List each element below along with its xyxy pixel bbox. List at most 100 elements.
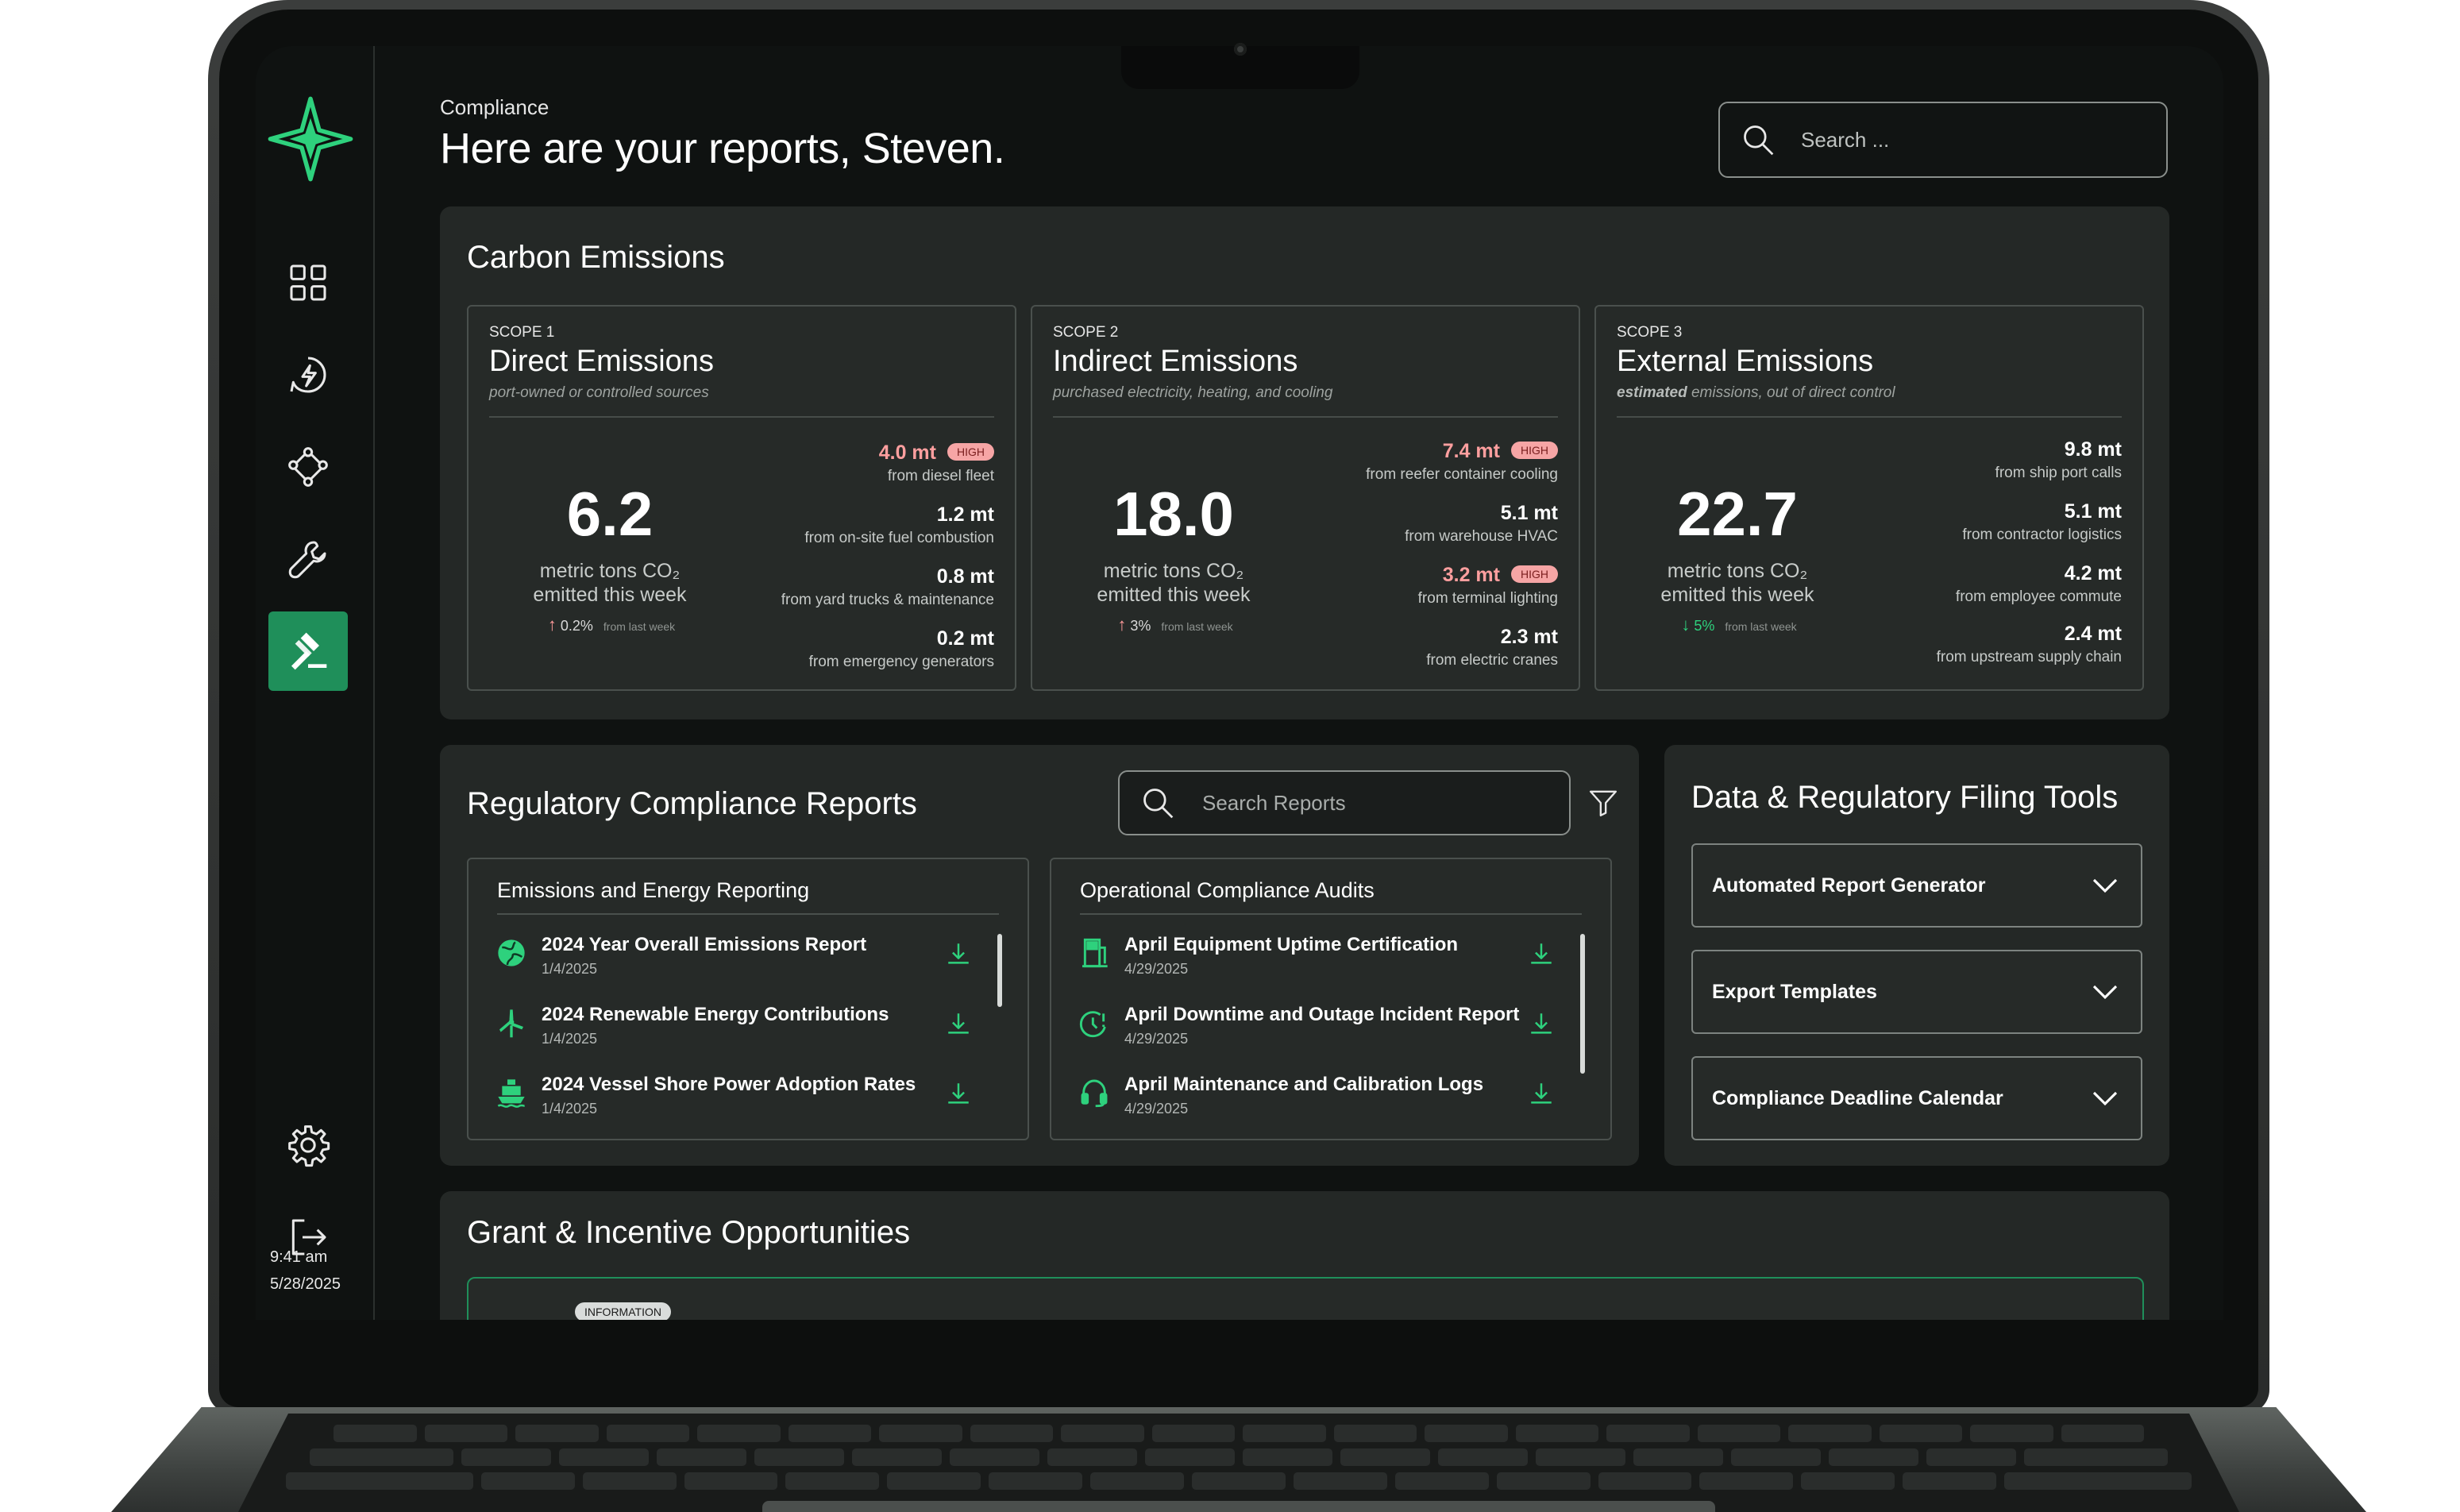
breakdown-item: 1.2 mt from on-site fuel combustion — [804, 503, 994, 547]
report-date: 1/4/2025 — [542, 1031, 598, 1047]
carbon-emissions-title: Carbon Emissions — [467, 240, 725, 275]
caption-unit: metric tons CO₂ — [1103, 560, 1244, 582]
sidebar-clock: 9:41 am 5/28/2025 — [270, 1244, 341, 1298]
sidebar-item-dashboard[interactable] — [268, 243, 348, 322]
reports-search[interactable] — [1118, 770, 1571, 835]
trend-up-icon: ↑ — [547, 615, 557, 634]
scrollbar[interactable] — [1580, 934, 1585, 1074]
carbon-emissions-panel: Carbon Emissions SCOPE 1 Direct Emission… — [440, 206, 2169, 719]
wind-turbine-icon — [499, 1009, 523, 1038]
divider — [489, 416, 994, 418]
report-item[interactable]: 2024 Year Overall Emissions Report 1/4/2… — [495, 932, 972, 996]
compliance-deadline-calendar-dropdown[interactable]: Compliance Deadline Calendar — [1691, 1056, 2142, 1140]
report-name: 2024 Year Overall Emissions Report — [542, 934, 867, 955]
key-row — [334, 1425, 2144, 1442]
breakdown-item: 2.4 mt from upstream supply chain — [1937, 623, 2122, 666]
report-date: 4/29/2025 — [1124, 1101, 1189, 1117]
breakdown-value: 3.2 mt — [1442, 564, 1500, 586]
breakdown-value: 2.3 mt — [1500, 626, 1558, 648]
global-search-input[interactable] — [1799, 126, 2152, 153]
tool-label: Compliance Deadline Calendar — [1712, 1086, 2003, 1109]
breakdown-source: from electric cranes — [1426, 652, 1558, 669]
breakdown-value: 0.2 mt — [936, 627, 994, 650]
report-item[interactable]: April Maintenance and Calibration Logs 4… — [1078, 1072, 1555, 1136]
report-date: 4/29/2025 — [1124, 961, 1189, 977]
scope-1-card[interactable]: SCOPE 1 Direct Emissions port-owned or c… — [467, 305, 1016, 691]
global-search[interactable] — [1718, 102, 2168, 178]
sidebar-item-settings[interactable] — [268, 1105, 348, 1185]
report-name: April Equipment Uptime Certification — [1124, 934, 1459, 955]
trend-down-icon: ↓ — [1681, 615, 1691, 634]
tool-label: Automated Report Generator — [1712, 874, 1986, 897]
export-templates-dropdown[interactable]: Export Templates — [1691, 950, 2142, 1034]
report-item[interactable]: April Equipment Uptime Certification 4/2… — [1078, 932, 1555, 996]
download-icon[interactable] — [1528, 1080, 1555, 1107]
breakdown-source: from upstream supply chain — [1936, 649, 2122, 665]
keyboard — [238, 1414, 2239, 1512]
leaf-bolt-icon — [290, 357, 326, 393]
compliance-reports-panel: Regulatory Compliance Reports Emissions … — [440, 745, 1639, 1166]
divider — [1080, 913, 1582, 915]
breakdown-value: 1.2 mt — [936, 503, 994, 526]
report-date: 1/4/2025 — [542, 961, 598, 977]
report-item[interactable]: 2024 Renewable Energy Contributions 1/4/… — [495, 1002, 972, 1066]
download-icon[interactable] — [1528, 1010, 1555, 1037]
breakdown-source: from employee commute — [1955, 588, 2122, 605]
scope-subtitle: estimated emissions, out of direct contr… — [1617, 384, 1895, 402]
breakdown-value: 5.1 mt — [2064, 500, 2122, 523]
scrollbar[interactable] — [997, 934, 1002, 1007]
divider — [1617, 416, 2122, 418]
trend-percent: 5% — [1694, 618, 1715, 634]
grant-card[interactable]: INFORMATION — [467, 1277, 2144, 1320]
breakdown-value: 4.2 mt — [2064, 562, 2122, 584]
breakdown-source: from on-site fuel combustion — [804, 530, 994, 546]
breadcrumb[interactable]: Compliance — [440, 95, 549, 119]
touchpad — [762, 1501, 1715, 1512]
sidebar-item-tools[interactable] — [268, 519, 348, 599]
download-icon[interactable] — [945, 1080, 972, 1107]
breakdown-item: 7.4 mt HIGH from reefer container cooling — [1366, 440, 1558, 484]
report-date: 1/4/2025 — [542, 1101, 598, 1117]
emissions-total: 18.0 — [1113, 479, 1234, 549]
sidebar-item-logout[interactable] — [268, 1198, 348, 1277]
breakdown-item: 4.2 mt from employee commute — [1956, 562, 2122, 606]
subtitle-emphasis: estimated — [1617, 384, 1687, 401]
sidebar-item-network[interactable] — [268, 427, 348, 507]
emissions-caption: metric tons CO₂ emitted this week — [1055, 559, 1293, 607]
breakdown-source: from emergency generators — [808, 654, 994, 670]
star-logo-icon[interactable] — [267, 95, 354, 183]
download-icon[interactable] — [1528, 940, 1555, 967]
page-title: Here are your reports, Steven. — [440, 125, 1005, 172]
trend-indicator: ↑ 0.2% from last week — [508, 615, 715, 635]
report-name: April Maintenance and Calibration Logs — [1124, 1074, 1484, 1095]
gear-icon — [288, 1125, 330, 1167]
gavel-icon — [291, 632, 327, 670]
filter-icon[interactable] — [1588, 788, 1618, 818]
scope-label: SCOPE 2 — [1053, 324, 1119, 341]
sidebar: 9:41 am 5/28/2025 — [256, 46, 375, 1320]
scope-3-card[interactable]: SCOPE 3 External Emissions estimated emi… — [1594, 305, 2144, 691]
breakdown-value: 4.0 mt — [878, 442, 936, 464]
automated-report-generator-dropdown[interactable]: Automated Report Generator — [1691, 843, 2142, 928]
scope-title: External Emissions — [1617, 345, 1874, 378]
scope-2-card[interactable]: SCOPE 2 Indirect Emissions purchased ele… — [1031, 305, 1580, 691]
globe-icon — [498, 939, 525, 966]
download-icon[interactable] — [945, 940, 972, 967]
operational-audits-group: Operational Compliance Audits April Equi… — [1050, 858, 1612, 1140]
breakdown-value: 7.4 mt — [1442, 440, 1500, 462]
information-badge: INFORMATION — [575, 1302, 671, 1320]
emissions-energy-group: Emissions and Energy Reporting 2024 Year… — [467, 858, 1029, 1140]
divider — [1053, 416, 1558, 418]
grid-icon — [290, 264, 326, 301]
report-item[interactable]: April Downtime and Outage Incident Repor… — [1078, 1002, 1555, 1066]
reports-search-input[interactable] — [1201, 789, 1553, 816]
download-icon[interactable] — [945, 1010, 972, 1037]
filing-tools-title: Data & Regulatory Filing Tools — [1691, 780, 2119, 815]
scope-title: Direct Emissions — [489, 345, 714, 378]
sidebar-item-compliance[interactable] — [268, 611, 348, 691]
scope-label: SCOPE 3 — [1617, 324, 1683, 341]
report-item[interactable]: 2024 Vessel Shore Power Adoption Rates 1… — [495, 1072, 972, 1136]
key-row — [310, 1448, 2168, 1466]
sidebar-item-energy[interactable] — [268, 335, 348, 415]
trend-percent: 3% — [1130, 618, 1151, 634]
